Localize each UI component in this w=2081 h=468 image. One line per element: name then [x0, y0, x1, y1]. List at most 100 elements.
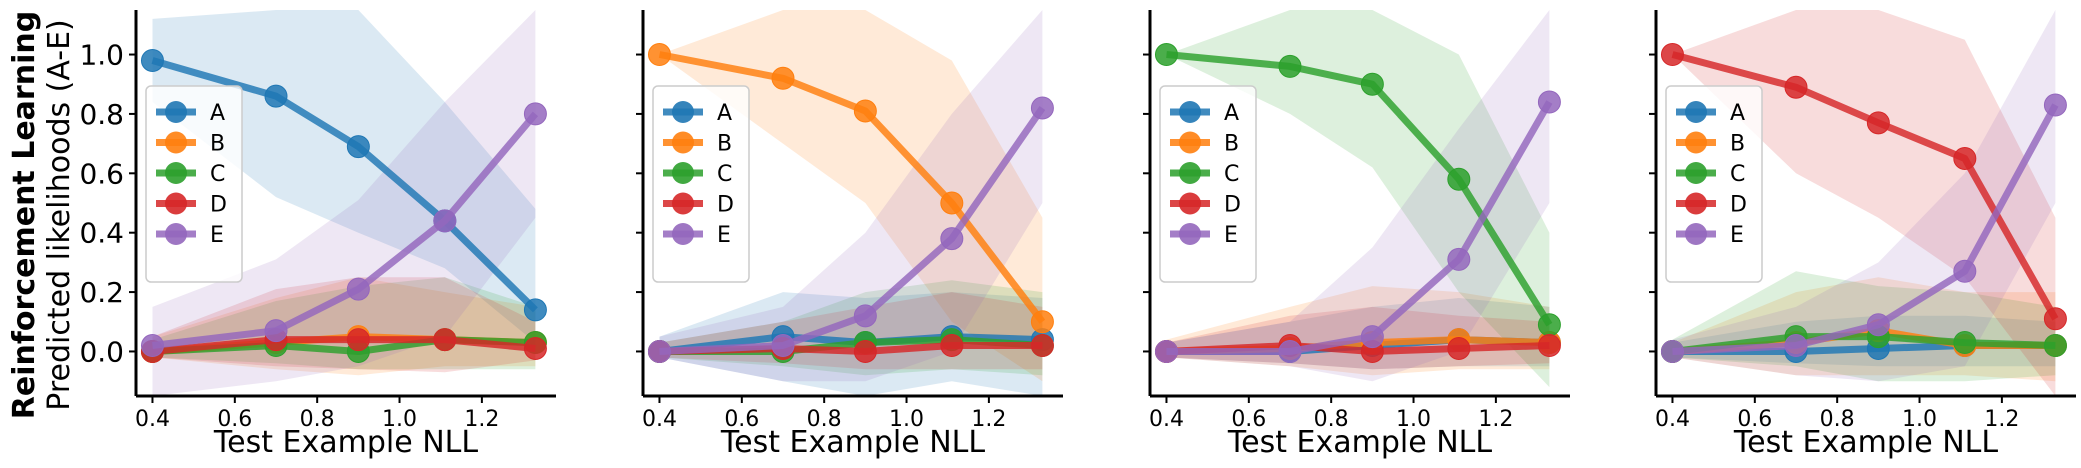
legend-label-D: D	[1730, 193, 1747, 218]
y-tick-label: 0.6	[79, 157, 124, 190]
data-point-E	[1447, 247, 1471, 271]
data-point-D	[1537, 334, 1561, 358]
x-tick-label: 0.4	[642, 407, 677, 432]
legend-label-C: C	[1730, 162, 1745, 187]
x-tick-label: 1.0	[889, 407, 924, 432]
data-point-E	[264, 319, 288, 343]
data-point-A	[346, 135, 370, 159]
legend-marker-C	[165, 162, 187, 184]
data-point-E	[1360, 325, 1384, 349]
legend-marker-A	[165, 101, 187, 123]
x-tick-label: 1.0	[1396, 407, 1431, 432]
legend-marker-D	[165, 192, 187, 215]
x-tick-label: 1.2	[971, 407, 1006, 432]
legend-marker-B	[1685, 131, 1707, 154]
x-tick-label: 1.0	[382, 407, 417, 432]
data-point-E	[433, 209, 457, 233]
figure-ylabel: Predicted likelihoods (A-E)	[42, 19, 77, 410]
y-tick-label: 0.2	[79, 276, 124, 309]
legend-marker-A	[1179, 101, 1201, 123]
x-tick-label: 1.2	[1478, 407, 1513, 432]
legend-label-E: E	[717, 223, 731, 248]
band-E	[1166, 10, 1550, 382]
legend-marker-C	[672, 162, 694, 184]
data-point-C	[1360, 72, 1384, 96]
data-point-C	[1278, 54, 1302, 78]
legend-label-A: A	[210, 101, 225, 126]
data-point-E	[1154, 339, 1178, 363]
x-tick-label: 0.4	[135, 407, 170, 432]
legend-label-E: E	[210, 223, 224, 248]
data-point-D	[1447, 336, 1471, 360]
legend-marker-E	[672, 223, 694, 245]
x-tick-label: 1.2	[464, 407, 499, 432]
data-point-A	[140, 48, 164, 72]
legend-label-E: E	[1730, 223, 1744, 248]
data-point-E	[940, 227, 964, 251]
data-point-C	[2043, 334, 2067, 358]
band-B	[152, 277, 536, 376]
figure-ylabel-bold: Reinforcement Learning	[7, 11, 42, 419]
data-point-E	[2043, 93, 2067, 117]
band-E	[1672, 10, 2056, 382]
data-point-D	[940, 334, 964, 358]
band-D	[1672, 10, 2056, 396]
data-point-B	[771, 66, 795, 90]
data-point-E	[346, 277, 370, 301]
data-point-B	[647, 43, 671, 67]
data-point-D	[1866, 111, 1890, 135]
legend-marker-E	[1685, 223, 1707, 245]
data-point-D	[523, 336, 547, 360]
x-axis-label: Test Example NLL	[1733, 425, 1998, 460]
legend-label-D: D	[717, 193, 734, 218]
band-B	[659, 10, 1043, 382]
band-A	[152, 10, 536, 343]
x-tick-label: 0.8	[1314, 407, 1349, 432]
x-tick-label: 0.4	[1149, 407, 1184, 432]
legend-label-D: D	[1224, 193, 1241, 218]
y-tick-label: 0.0	[79, 335, 124, 368]
band-E	[659, 10, 1043, 382]
data-point-D	[853, 339, 877, 363]
y-tick-label: 0.8	[79, 98, 124, 131]
legend-label-B: B	[717, 132, 732, 157]
data-point-D	[2043, 307, 2067, 331]
legend-marker-A	[1685, 101, 1707, 123]
y-tick-label: 0.4	[79, 217, 124, 250]
legend-marker-C	[1685, 162, 1707, 184]
x-tick-label: 0.4	[1655, 407, 1690, 432]
legend-label-A: A	[717, 101, 732, 126]
legend-marker-D	[1685, 192, 1707, 215]
legend-label-B: B	[210, 132, 225, 157]
x-tick-label: 0.6	[217, 407, 252, 432]
band-E	[152, 10, 536, 396]
legend-label-A: A	[1224, 101, 1239, 126]
data-point-E	[647, 339, 671, 363]
x-tick-label: 0.6	[724, 407, 759, 432]
legend-label-B: B	[1730, 132, 1745, 157]
data-point-E	[1278, 339, 1302, 363]
data-point-D	[1953, 146, 1977, 170]
data-point-B	[853, 99, 877, 123]
x-tick-label: 1.0	[1902, 407, 1937, 432]
data-point-C	[1447, 167, 1471, 191]
legend-label-C: C	[1224, 162, 1239, 187]
data-point-E	[140, 334, 164, 358]
y-tick-label: 1.0	[79, 39, 124, 72]
data-point-C	[1953, 331, 1977, 355]
data-point-E	[853, 304, 877, 328]
x-tick-label: 1.2	[1984, 407, 2019, 432]
legend-label-C: C	[717, 162, 732, 187]
data-point-B	[940, 191, 964, 215]
data-point-E	[771, 334, 795, 358]
data-point-E	[1784, 334, 1808, 358]
legend-marker-E	[165, 223, 187, 245]
legend-marker-D	[1179, 192, 1201, 215]
x-tick-label: 0.6	[1231, 407, 1266, 432]
x-axis-label: Test Example NLL	[213, 425, 478, 460]
